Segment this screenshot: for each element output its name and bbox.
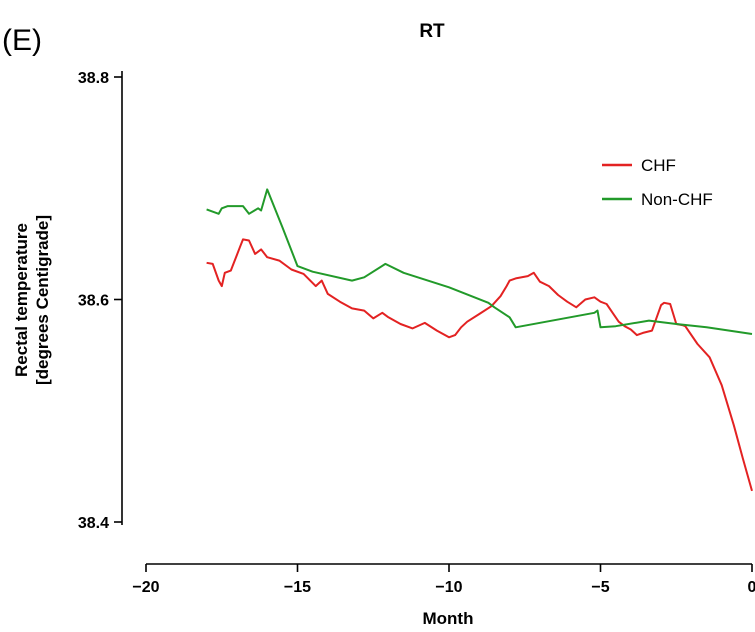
y-tick-label: 38.4 [78,515,109,532]
legend-label: Non-CHF [641,190,713,209]
x-axis-label: Month [423,609,474,628]
y-axis-label: Rectal temperature [degrees Centigrade] [12,215,52,385]
legend-label: CHF [641,156,676,175]
y-tick-label: 38.6 [78,293,109,310]
y-tick-label: 38.8 [78,70,109,87]
panel-label: (E) [2,24,42,57]
y-axis-label-line-2: [degrees Centigrade] [33,215,52,385]
chart-title: RT [419,21,445,42]
legend: CHF Non-CHF [602,156,713,209]
series-line-non-chf [206,188,753,335]
y-ticks: 38.4 38.6 38.8 [78,70,122,532]
y-axis-label-line-1: Rectal temperature [12,223,31,377]
series-layer [206,188,753,492]
x-tick-label: −10 [435,579,462,596]
x-tick-label: −20 [132,579,159,596]
x-tick-label: −5 [591,579,609,596]
x-ticks: −20 −15 −10 −5 0 [132,564,755,596]
x-tick-label: 0 [748,579,755,596]
series-line-chf [206,238,753,492]
x-tick-label: −15 [284,579,311,596]
